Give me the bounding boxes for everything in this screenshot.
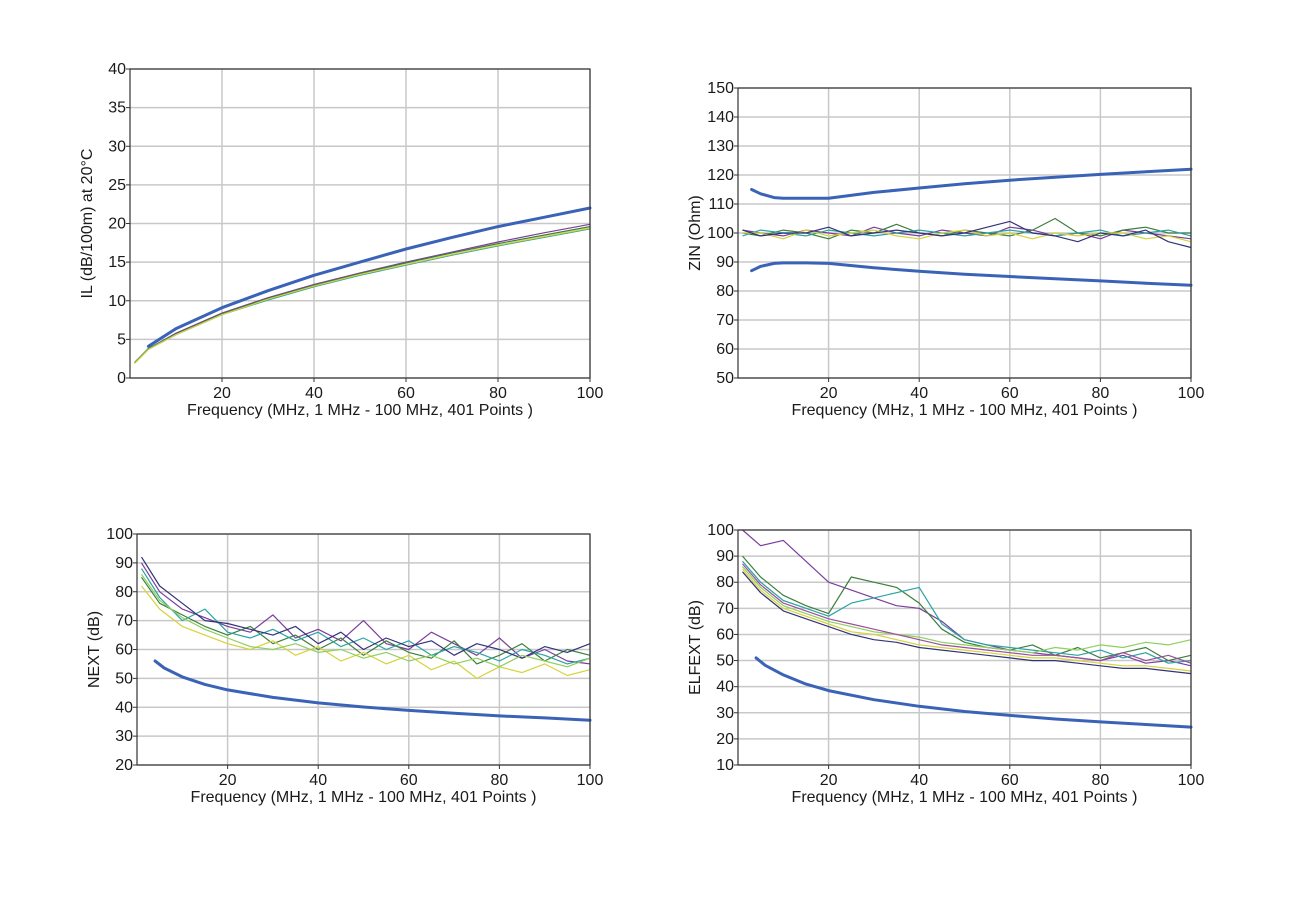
x-tick-label: 80 [489, 385, 507, 402]
plot-frame [737, 529, 1192, 766]
x-tick-label: 40 [910, 385, 928, 402]
y-axis-label: IL (dB/100m) at 20°C [79, 149, 96, 299]
y-tick-label: 110 [708, 196, 734, 213]
y-tick-label: 100 [106, 526, 133, 543]
y-tick-label: 60 [716, 626, 734, 643]
x-tick-label: 40 [309, 772, 327, 789]
y-tick-label: 70 [115, 613, 133, 630]
x-tick-label: 100 [1178, 772, 1205, 789]
y-tick-label: 140 [707, 109, 734, 126]
y-tick-label: 80 [115, 584, 133, 601]
limit-line [754, 656, 1193, 729]
y-tick-label: 35 [108, 100, 126, 117]
y-tick-label: 90 [716, 548, 734, 565]
y-tick-label: 60 [115, 642, 133, 659]
y-tick-label: 40 [115, 699, 133, 716]
x-tick-label: 80 [1092, 772, 1110, 789]
y-tick-label: 5 [117, 331, 126, 348]
x-tick-label: 60 [400, 772, 418, 789]
x-tick-label: 20 [213, 385, 231, 402]
x-tick-label: 40 [305, 385, 323, 402]
y-tick-label: 60 [716, 341, 734, 358]
pair-series-line [742, 229, 1192, 243]
y-axis-label: ELFEXT (dB) [687, 600, 704, 695]
pair-series-line [134, 227, 591, 364]
y-tick-label: 120 [707, 167, 734, 184]
x-tick-label: 80 [491, 772, 509, 789]
limit-line [750, 261, 1193, 287]
y-tick-label: 90 [115, 555, 133, 572]
y-tick-label: 50 [716, 653, 734, 670]
x-axis-label: Frequency (MHz, 1 MHz - 100 MHz, 401 Poi… [191, 789, 537, 806]
x-tick-label: 80 [1092, 385, 1110, 402]
y-tick-label: 80 [716, 283, 734, 300]
y-tick-label: 15 [108, 254, 126, 271]
y-tick-label: 30 [115, 728, 133, 745]
pair-series-line [742, 555, 1192, 662]
pair-series-line [134, 226, 591, 364]
y-tick-label: 10 [716, 757, 734, 774]
y-tick-label: 25 [108, 177, 126, 194]
x-tick-label: 100 [1178, 385, 1205, 402]
y-tick-label: 40 [716, 679, 734, 696]
x-tick-label: 60 [1001, 772, 1019, 789]
x-tick-label: 20 [820, 772, 838, 789]
pair-series-line [742, 566, 1192, 654]
pair-series-line [742, 220, 1192, 249]
pair-series-line [742, 229, 1192, 237]
y-tick-label: 50 [115, 670, 133, 687]
y-tick-label: 100 [707, 225, 734, 242]
x-tick-label: 100 [577, 772, 604, 789]
y-tick-label: 130 [707, 138, 734, 155]
pair-series-line [141, 574, 591, 668]
pair-series-line [141, 576, 591, 665]
y-tick-label: 0 [117, 370, 126, 387]
y-tick-label: 40 [108, 61, 126, 78]
chart-zin: 20 40 60 80 100 50 60 70 80 90 100 110 120 130 140 150 F… [687, 80, 1204, 419]
limit-line [750, 167, 1193, 200]
y-axis-label: NEXT (dB) [86, 611, 103, 688]
limit-line [153, 659, 592, 722]
y-tick-label: 90 [716, 254, 734, 271]
y-axis-label: ZIN (Ohm) [687, 195, 704, 271]
limit-line [146, 206, 592, 348]
y-tick-label: 80 [716, 574, 734, 591]
y-tick-label: 50 [716, 370, 734, 387]
pair-series-line [141, 585, 591, 679]
y-tick-label: 20 [716, 731, 734, 748]
y-tick-label: 30 [108, 138, 126, 155]
pair-series-line [742, 563, 1192, 664]
pair-series-line [140, 562, 591, 665]
x-axis-label: Frequency (MHz, 1 MHz - 100 MHz, 401 Poi… [187, 402, 533, 419]
y-tick-label: 20 [115, 757, 133, 774]
x-axis-label: Frequency (MHz, 1 MHz - 100 MHz, 401 Poi… [792, 789, 1138, 806]
x-tick-label: 20 [219, 772, 237, 789]
y-tick-label: 30 [716, 705, 734, 722]
pair-series-line [742, 571, 1192, 675]
y-tick-label: 150 [707, 80, 734, 97]
chart-elfext: 20 40 60 80 100 10 20 30 40 50 60 70 80 90 100 Frequenc… [687, 522, 1204, 806]
x-tick-label: 20 [820, 385, 838, 402]
x-tick-label: 100 [577, 385, 604, 402]
pair-series-line [140, 568, 591, 665]
pair-series-line [140, 556, 591, 659]
y-tick-label: 20 [108, 216, 126, 233]
x-axis-label: Frequency (MHz, 1 MHz - 100 MHz, 401 Poi… [792, 402, 1138, 419]
x-tick-label: 40 [910, 772, 928, 789]
y-tick-label: 70 [716, 312, 734, 329]
pair-series-line [742, 568, 1192, 672]
y-tick-label: 70 [716, 600, 734, 617]
y-tick-label: 10 [108, 293, 126, 310]
x-tick-label: 60 [397, 385, 415, 402]
y-tick-label: 100 [707, 522, 734, 539]
chart-next: 20 40 60 80 100 20 30 40 50 60 70 80 90 100 Frequency … [86, 526, 603, 806]
x-tick-label: 60 [1001, 385, 1019, 402]
